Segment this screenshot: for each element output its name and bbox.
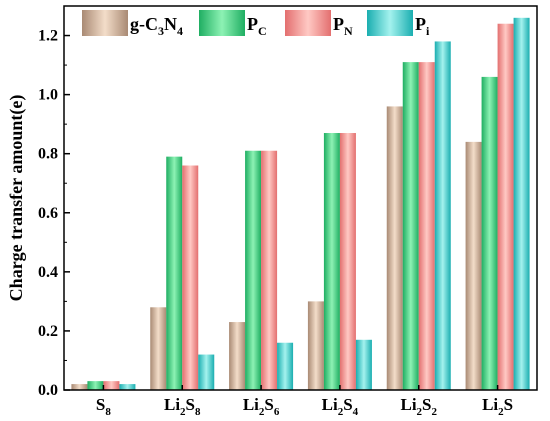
bar-li2s-pc bbox=[481, 76, 498, 391]
bar-s8-pi bbox=[119, 384, 136, 390]
bar-li2s2-pn bbox=[418, 62, 435, 390]
bar-s8-g-c3n4 bbox=[71, 384, 88, 390]
bar-s8-pc bbox=[87, 381, 104, 390]
bar-s8-pn bbox=[103, 381, 120, 390]
legend-swatch bbox=[82, 10, 128, 36]
y-tick-label: 0.2 bbox=[38, 323, 58, 340]
legend: g-C3N4 PC PN Pi bbox=[82, 10, 430, 38]
legend-item-pc: PC bbox=[199, 10, 267, 38]
bar-li2s-pn bbox=[497, 23, 514, 390]
bar-li2s2-pc bbox=[402, 62, 419, 390]
bar-li2s6-g-c3n4 bbox=[229, 322, 246, 390]
legend-label: g-C3N4 bbox=[130, 14, 183, 38]
bars bbox=[71, 17, 530, 391]
y-tick-label: 1.2 bbox=[38, 28, 58, 45]
axes: 0.0 0.2 0.4 0.6 0.8 1.0 1.2 S8 Li2S8 Li2S6 Li2S4 Li… bbox=[38, 5, 538, 418]
plot-frame bbox=[63, 5, 538, 391]
legend-item-pi: Pi bbox=[367, 10, 430, 38]
x-tick-label: Li2S6 bbox=[243, 395, 280, 418]
bar-li2s6-pc bbox=[245, 150, 262, 390]
legend-label: PN bbox=[333, 14, 353, 38]
bar-li2s-g-c3n4 bbox=[465, 141, 482, 390]
x-tick-label: Li2S8 bbox=[164, 395, 201, 418]
x-tick-label: S8 bbox=[96, 395, 111, 418]
legend-label: Pi bbox=[415, 14, 430, 38]
bar-li2s4-pn bbox=[339, 133, 356, 390]
legend-swatch bbox=[199, 10, 245, 36]
y-tick-label: 0.4 bbox=[38, 264, 58, 281]
legend-swatch bbox=[367, 10, 413, 36]
bar-li2s2-g-c3n4 bbox=[386, 106, 403, 390]
bar-li2s8-g-c3n4 bbox=[150, 307, 167, 390]
bar-li2s-pi bbox=[513, 17, 530, 391]
bar-li2s8-pi bbox=[198, 354, 215, 390]
bar-li2s4-pi bbox=[355, 339, 372, 390]
bar-li2s6-pi bbox=[277, 342, 294, 390]
bar-li2s4-g-c3n4 bbox=[307, 301, 324, 390]
x-tick-label: Li2S2 bbox=[400, 395, 437, 418]
bar-li2s2-pi bbox=[434, 41, 451, 390]
legend-item-pn: PN bbox=[285, 10, 353, 38]
bar-li2s8-pn bbox=[182, 165, 199, 390]
y-tick-label: 0.8 bbox=[38, 146, 58, 163]
y-tick-label: 0.0 bbox=[38, 382, 58, 399]
bar-li2s6-pn bbox=[261, 150, 278, 390]
legend-swatch bbox=[285, 10, 331, 36]
x-tick-label: Li2S bbox=[482, 395, 513, 418]
y-tick-label: 1.0 bbox=[38, 87, 58, 104]
legend-label: PC bbox=[247, 14, 267, 38]
bar-li2s4-pc bbox=[323, 133, 340, 390]
bar-li2s8-pc bbox=[166, 156, 183, 390]
x-tick-label: Li2S4 bbox=[322, 395, 359, 418]
y-tick-label: 0.6 bbox=[38, 205, 58, 222]
y-axis-title: Charge transfer amount(e) bbox=[6, 95, 27, 302]
legend-item-g-c3n4: g-C3N4 bbox=[82, 10, 183, 38]
